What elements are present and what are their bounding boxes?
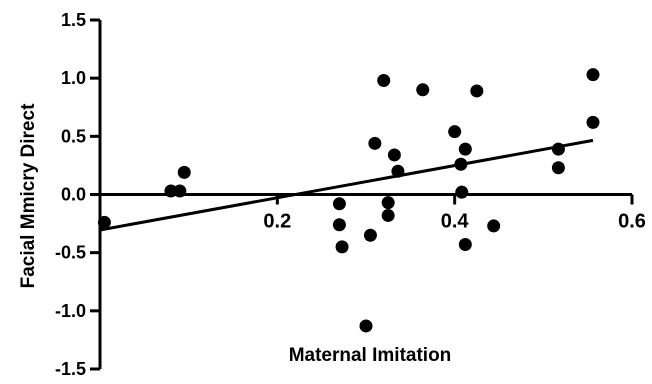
data-point [551,161,565,175]
data-point [458,142,472,156]
x-tick-label: 0.6 [618,211,646,233]
y-tick-label: 0.5 [61,126,86,146]
x-tick-label: 0.4 [441,211,470,233]
data-point [381,196,395,210]
data-point [458,238,472,252]
data-point [332,218,346,232]
data-point [359,319,373,333]
y-axis: 1.5 1.0 0.5 0.0 -0.5 -1.0 -1.5 [55,10,102,379]
data-point [391,164,405,178]
data-point [416,83,430,97]
data-point [586,115,600,129]
x-axis-label: Maternal Imitation [289,345,452,366]
data-point [173,184,187,198]
x-axis: 0.2 0.4 0.6 [100,193,646,233]
y-tick-label: -1.5 [55,359,86,379]
data-point [455,185,469,199]
data-point [454,157,468,171]
data-point [335,240,349,254]
data-point [363,228,377,242]
data-point [177,165,191,179]
y-axis-label: Facial Mmicry Direct [18,103,39,288]
data-point [368,136,382,150]
regression-line [99,138,594,232]
data-point [470,84,484,98]
data-point [377,73,391,87]
data-point [487,219,501,233]
y-tick-label: -0.5 [55,243,86,263]
data-point [97,215,111,229]
y-tick-label: 1.0 [61,68,86,88]
data-point [381,208,395,222]
data-point [448,125,462,139]
x-tick-label: 0.2 [263,211,291,233]
fit-line [99,138,594,232]
y-tick-label: 1.5 [61,10,86,30]
data-points [97,68,600,333]
y-tick-label: -1.0 [55,301,86,321]
data-point [586,68,600,82]
data-point [551,142,565,156]
data-point [387,148,401,162]
data-point [332,197,346,211]
y-tick-label: 0.0 [61,185,86,205]
